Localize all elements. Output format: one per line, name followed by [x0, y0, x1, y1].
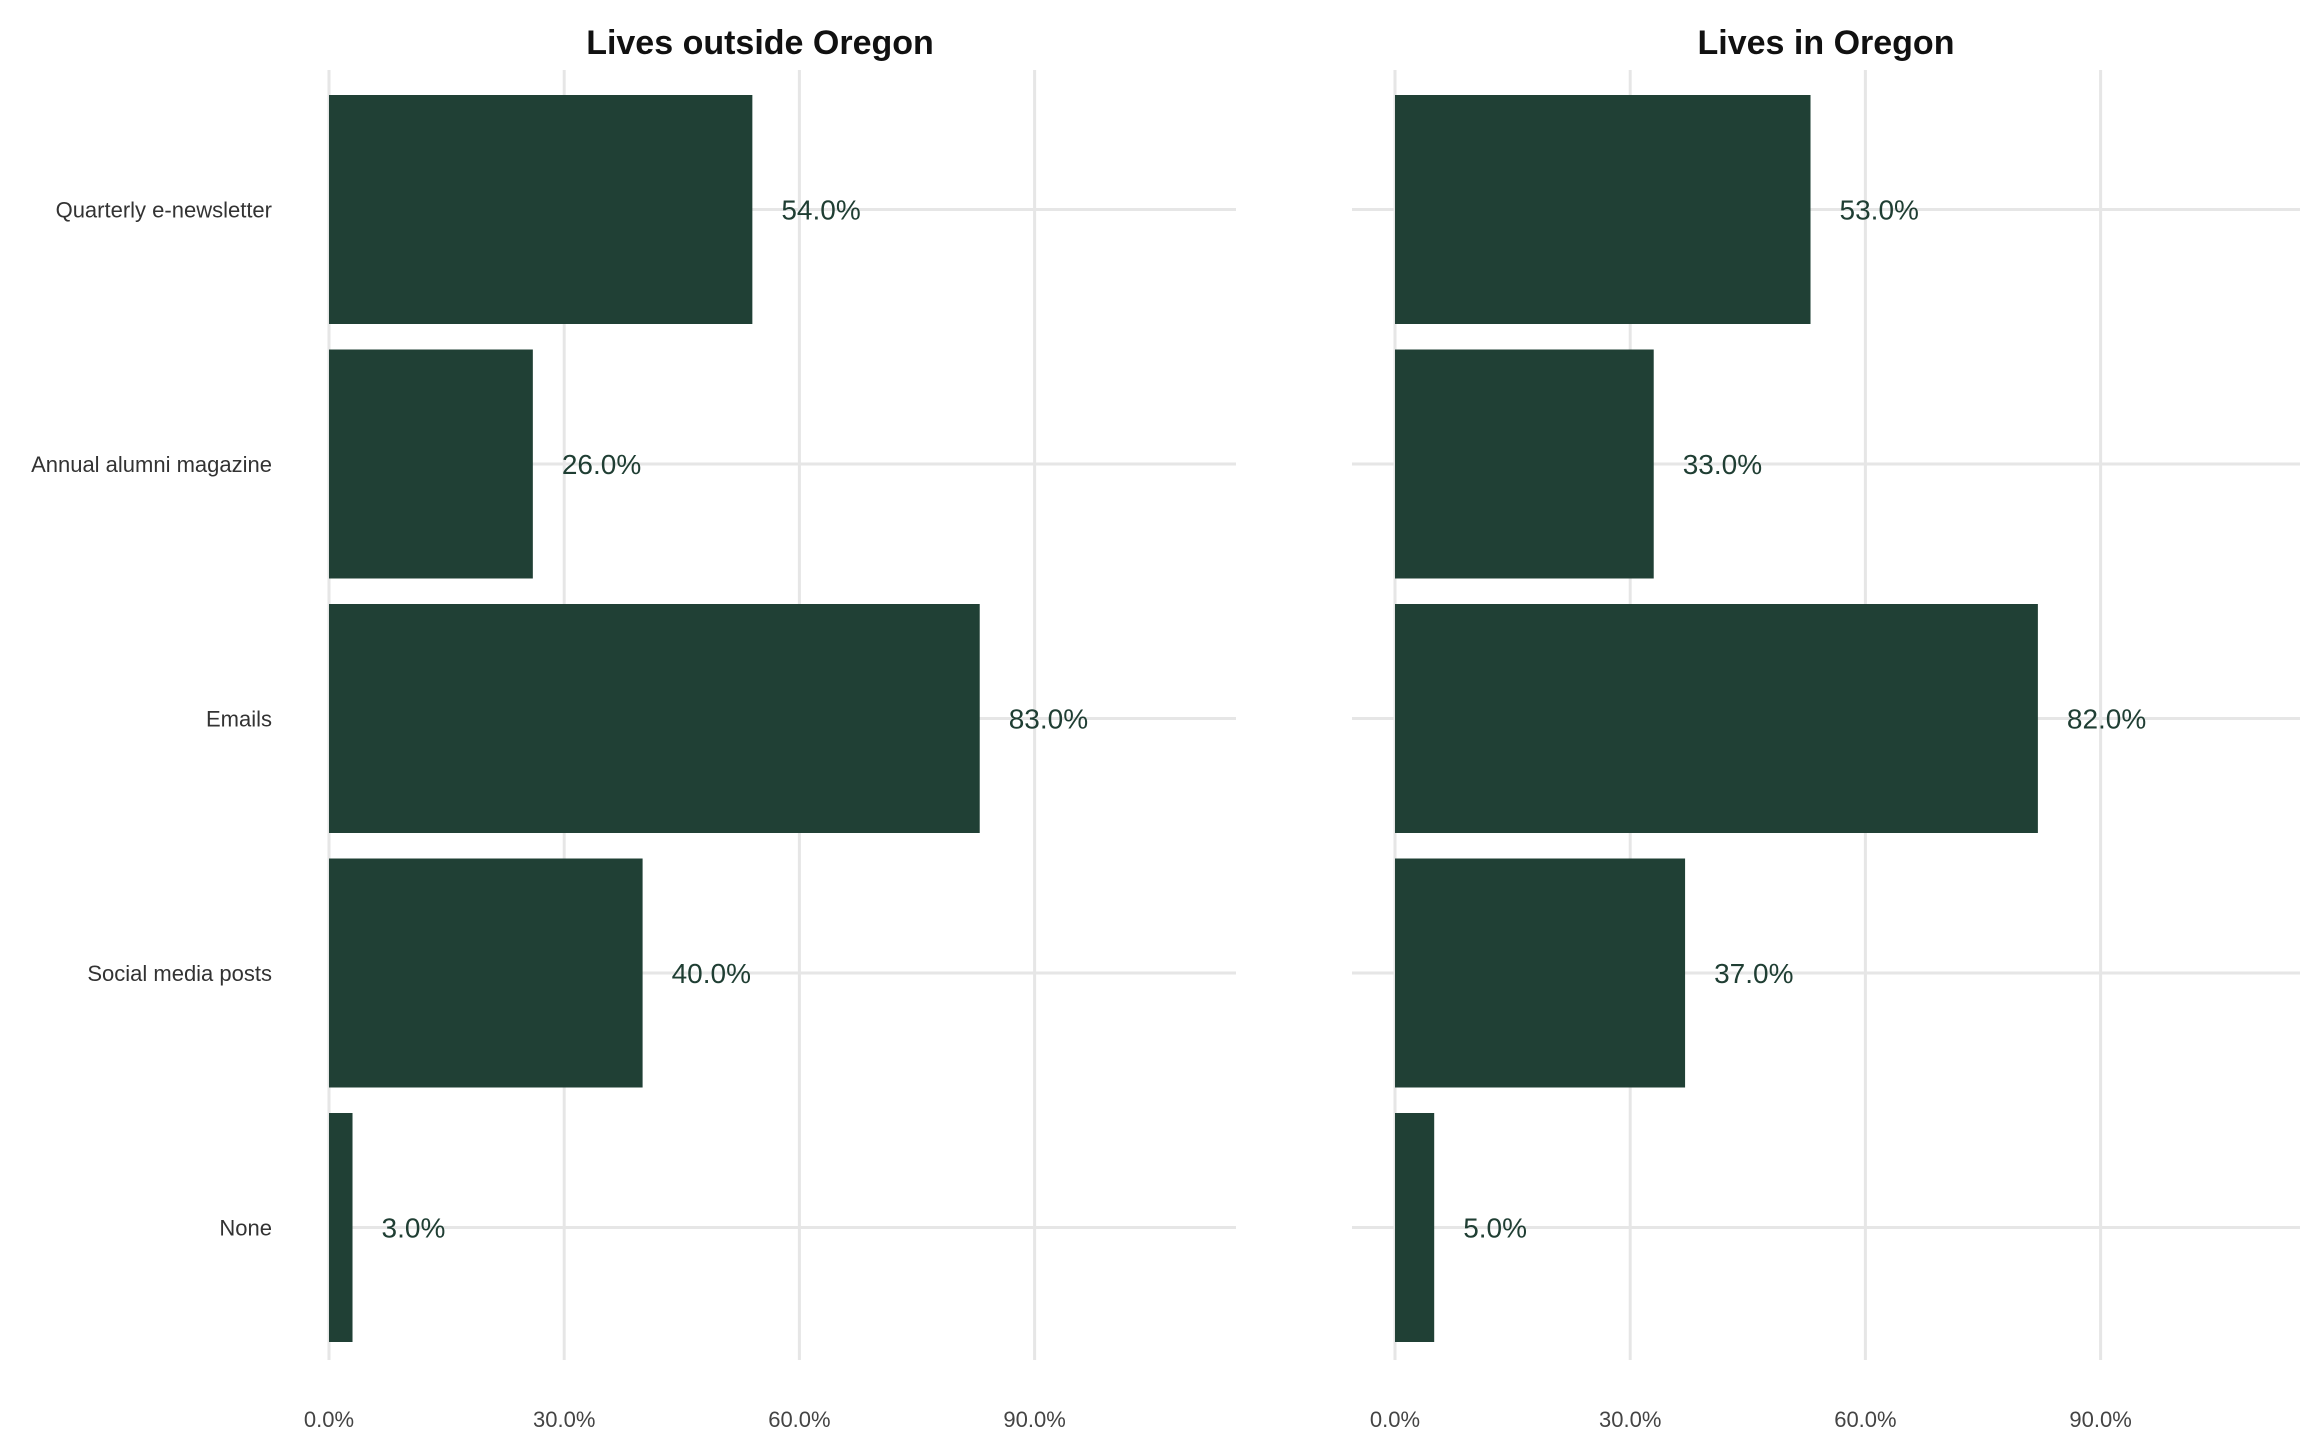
bar — [329, 349, 533, 579]
panel-title-outside-oregon: Lives outside Oregon — [586, 24, 934, 62]
bar — [1395, 604, 2038, 833]
x-tick-label: 0.0% — [304, 1407, 354, 1432]
bar — [329, 1113, 353, 1342]
data-label: 33.0% — [1683, 449, 1762, 480]
data-label: 40.0% — [672, 958, 751, 989]
bar — [1395, 349, 1654, 579]
x-tick-label: 0.0% — [1370, 1407, 1420, 1432]
x-tick-label: 90.0% — [2069, 1407, 2131, 1432]
data-label: 37.0% — [1714, 958, 1793, 989]
labels: 0.0% 30.0% 60.0% 90.0% 54.0% 26.0% 83.0% 40.0% 3… — [31, 195, 2146, 1433]
x-tick-label: 30.0% — [533, 1407, 595, 1432]
bar — [1395, 95, 1811, 324]
category-label: None — [219, 1216, 272, 1241]
data-label: 26.0% — [562, 449, 641, 480]
bar — [1395, 858, 1686, 1088]
bars — [329, 95, 2038, 1342]
panel-title-in-oregon: Lives in Oregon — [1698, 24, 1955, 62]
data-label: 5.0% — [1463, 1213, 1527, 1244]
category-label: Quarterly e-newsletter — [56, 198, 272, 223]
x-tick-label: 90.0% — [1003, 1407, 1065, 1432]
bar — [1395, 1113, 1435, 1342]
data-label: 3.0% — [382, 1213, 446, 1244]
x-tick-label: 60.0% — [768, 1407, 830, 1432]
bar — [329, 858, 643, 1088]
category-label: Emails — [206, 707, 272, 732]
category-label: Annual alumni magazine — [31, 452, 272, 477]
bar — [329, 604, 980, 833]
category-label: Social media posts — [87, 961, 272, 986]
data-label: 53.0% — [1840, 195, 1919, 226]
data-label: 82.0% — [2067, 704, 2146, 735]
bar — [329, 95, 753, 324]
data-label: 83.0% — [1009, 704, 1088, 735]
x-tick-label: 60.0% — [1834, 1407, 1896, 1432]
data-label: 54.0% — [781, 195, 860, 226]
x-tick-label: 30.0% — [1599, 1407, 1661, 1432]
